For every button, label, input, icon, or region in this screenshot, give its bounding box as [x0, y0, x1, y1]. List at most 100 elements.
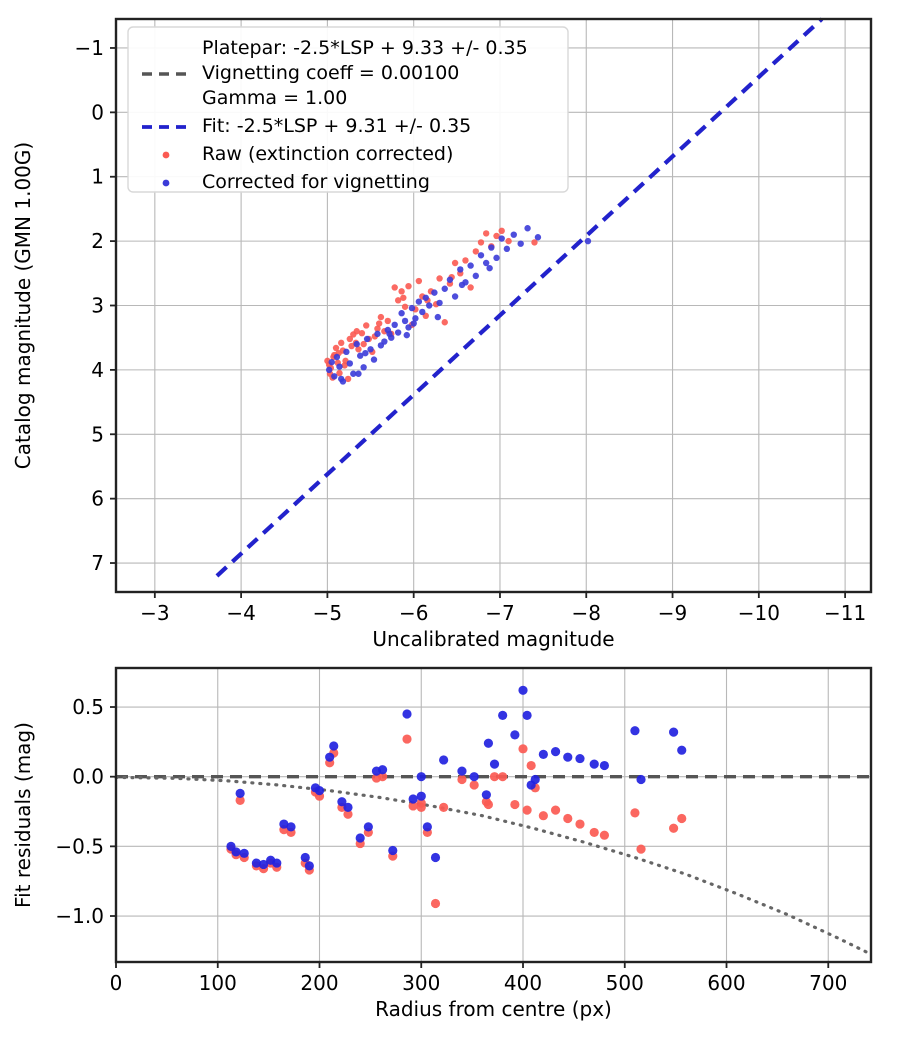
- data-point: [434, 313, 442, 321]
- data-point: [258, 859, 269, 870]
- svg-text:−7: −7: [485, 601, 514, 625]
- data-point: [350, 370, 357, 377]
- data-point: [412, 315, 419, 322]
- data-point: [636, 774, 646, 785]
- data-point: [377, 765, 388, 775]
- data-point: [235, 788, 245, 799]
- legend-entry-2[interactable]: Raw (extinction corrected): [162, 143, 454, 165]
- data-point: [343, 809, 353, 819]
- svg-text:Fit residuals (mag): Fit residuals (mag): [11, 722, 35, 908]
- data-point: [563, 813, 573, 824]
- data-point: [355, 833, 365, 843]
- data-point: [344, 375, 352, 383]
- data-point: [431, 289, 438, 296]
- svg-text:500: 500: [606, 971, 644, 995]
- main-panel-legend: Platepar: -2.5*LSP + 9.33 +/- 0.35 Vignet…: [127, 26, 569, 193]
- data-point: [430, 852, 441, 863]
- data-point: [360, 364, 367, 371]
- data-point: [408, 304, 416, 312]
- data-point: [467, 284, 474, 291]
- data-point: [538, 749, 548, 759]
- svg-text:−11: −11: [824, 601, 866, 625]
- data-point: [363, 335, 371, 343]
- data-point: [394, 329, 402, 336]
- data-point: [235, 795, 245, 805]
- data-point: [358, 329, 366, 337]
- data-point: [422, 294, 429, 301]
- data-point: [353, 328, 360, 335]
- data-point: [589, 827, 599, 838]
- data-point: [483, 799, 494, 810]
- svg-text:3: 3: [91, 294, 104, 318]
- data-point: [381, 338, 388, 345]
- svg-text:0: 0: [91, 100, 104, 124]
- data-point: [355, 346, 362, 353]
- legend-entry-1[interactable]: Fit: -2.5*LSP + 9.31 +/- 0.35: [142, 115, 471, 137]
- data-point: [325, 752, 335, 762]
- data-point: [403, 331, 410, 339]
- data-point: [534, 234, 542, 241]
- data-point: [472, 248, 480, 255]
- data-point: [286, 822, 296, 832]
- data-point: [472, 272, 480, 280]
- svg-text:−6: −6: [399, 601, 428, 625]
- data-point: [630, 808, 640, 818]
- svg-text:−0.5: −0.5: [55, 834, 104, 858]
- svg-text:Raw (extinction corrected): Raw (extinction corrected): [202, 143, 453, 165]
- data-point: [669, 823, 679, 833]
- svg-text:400: 400: [504, 971, 542, 995]
- svg-text:7: 7: [91, 551, 104, 575]
- data-point: [374, 330, 381, 338]
- data-point: [391, 284, 398, 291]
- svg-text:4: 4: [91, 358, 104, 382]
- data-point: [377, 313, 385, 321]
- data-point: [363, 322, 370, 329]
- data-point: [314, 786, 325, 796]
- data-point: [498, 227, 505, 235]
- data-point: [333, 353, 341, 361]
- data-point: [599, 760, 610, 771]
- data-point: [538, 811, 548, 821]
- data-point: [391, 321, 398, 329]
- data-point: [518, 685, 528, 695]
- svg-text:2: 2: [91, 229, 104, 253]
- data-point: [304, 861, 314, 871]
- residual-panel-frame: [114, 666, 873, 964]
- data-point: [524, 225, 531, 232]
- main-panel-lines: [215, 17, 824, 578]
- data-point: [343, 802, 353, 812]
- data-point: [505, 237, 512, 245]
- data-point: [394, 297, 402, 304]
- data-point: [329, 741, 339, 751]
- data-point: [436, 299, 443, 307]
- svg-text:0.5: 0.5: [72, 695, 104, 719]
- data-point: [386, 330, 393, 338]
- svg-text:Fit: -2.5*LSP + 9.31 +/- 0.35: Fit: -2.5*LSP + 9.31 +/- 0.35: [202, 115, 471, 137]
- data-point: [415, 277, 423, 285]
- data-point: [526, 780, 536, 790]
- data-point: [462, 257, 469, 264]
- data-point: [331, 373, 338, 380]
- data-point: [493, 254, 500, 262]
- svg-text:−9: −9: [658, 601, 687, 625]
- data-point: [550, 805, 561, 815]
- data-point: [410, 320, 417, 327]
- data-point: [346, 360, 354, 367]
- svg-text:Gamma = 1.00: Gamma = 1.00: [202, 87, 347, 109]
- svg-text:Vignetting coeff = 0.00100: Vignetting coeff = 0.00100: [202, 62, 459, 84]
- data-point: [422, 822, 432, 832]
- legend-entry-3[interactable]: Corrected for vignetting: [162, 171, 430, 193]
- legend-handle-dot-red: [162, 151, 170, 159]
- fit-line: [215, 17, 824, 578]
- data-point: [416, 791, 426, 801]
- svg-text:200: 200: [300, 971, 338, 995]
- data-point: [636, 844, 646, 854]
- data-point: [337, 797, 347, 807]
- legend-entry-0[interactable]: Platepar: -2.5*LSP + 9.33 +/- 0.35 Vignet…: [142, 37, 528, 109]
- data-point: [408, 794, 418, 804]
- data-point: [669, 727, 679, 737]
- svg-text:Catalog magnitude (GMN 1.00G): Catalog magnitude (GMN 1.00G): [11, 142, 35, 469]
- data-point: [251, 858, 262, 868]
- data-point: [503, 245, 511, 253]
- data-point: [416, 802, 426, 812]
